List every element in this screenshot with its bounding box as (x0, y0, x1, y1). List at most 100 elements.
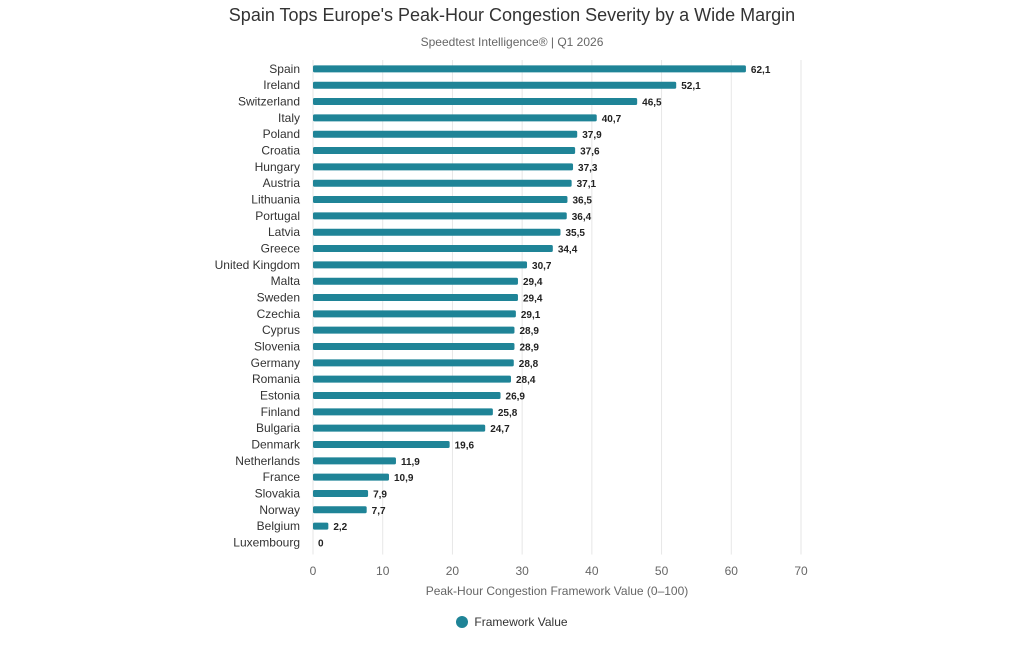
bar (313, 114, 597, 122)
category-label: Denmark (251, 437, 301, 451)
legend: Framework Value (0, 615, 1024, 629)
value-label: 29,4 (523, 277, 543, 288)
value-label: 37,1 (577, 179, 597, 190)
x-tick-label: 60 (725, 564, 739, 578)
value-label: 40,7 (602, 114, 622, 125)
category-label: Spain (269, 62, 300, 76)
x-tick-label: 50 (655, 564, 669, 578)
value-label: 34,4 (558, 245, 578, 256)
value-label: 28,9 (519, 326, 539, 337)
bar (313, 65, 746, 73)
category-label: France (263, 470, 301, 484)
bar (313, 179, 572, 187)
bar (313, 473, 389, 481)
bar (313, 277, 518, 285)
value-label: 7,9 (373, 489, 387, 500)
value-label: 36,4 (572, 212, 592, 223)
category-label: Bulgaria (256, 421, 300, 435)
bar (313, 408, 493, 416)
category-label: Latvia (268, 225, 300, 239)
category-label: Croatia (261, 144, 300, 158)
category-label: Czechia (257, 307, 301, 321)
category-label: Finland (261, 405, 300, 419)
x-axis-ticks: 0 10 20 30 40 50 60 70 (310, 564, 808, 578)
bar (313, 326, 515, 334)
bars (313, 65, 746, 530)
bar (313, 506, 367, 514)
value-label: 7,7 (372, 506, 386, 517)
category-label: Netherlands (235, 454, 300, 468)
legend-swatch (456, 616, 469, 628)
bar (313, 294, 518, 302)
value-label: 35,5 (565, 228, 585, 239)
category-label: Poland (263, 127, 300, 141)
value-label: 30,7 (532, 261, 552, 272)
bar (313, 375, 511, 383)
category-label: Greece (261, 242, 301, 256)
bar (313, 522, 329, 530)
value-label: 37,6 (580, 147, 600, 158)
category-label: Malta (271, 274, 301, 288)
value-label: 2,2 (333, 522, 347, 533)
value-label: 37,9 (582, 130, 602, 141)
bar (313, 212, 567, 220)
category-label: Estonia (260, 389, 300, 403)
category-labels: Spain Ireland Switzerland Italy Poland Croati… (215, 62, 301, 550)
category-label: Austria (263, 176, 301, 190)
x-axis-title: Peak-Hour Congestion Framework Value (0–… (426, 584, 689, 598)
bar (313, 343, 515, 351)
category-label: Ireland (263, 78, 300, 92)
category-label: Italy (278, 111, 300, 125)
x-tick-label: 40 (585, 564, 599, 578)
bar (313, 261, 528, 269)
chart-title: Spain Tops Europe's Peak-Hour Congestion… (228, 5, 796, 25)
chart-subtitle: Speedtest Intelligence® | Q1 2026 (420, 35, 604, 49)
value-label: 24,7 (490, 424, 510, 435)
bar (313, 98, 638, 106)
category-label: Belgium (257, 519, 300, 533)
value-label: 10,9 (394, 473, 414, 484)
bar (313, 359, 514, 367)
value-label: 46,5 (642, 98, 662, 109)
bar (313, 130, 578, 138)
value-label: 19,6 (455, 440, 475, 451)
value-label: 36,5 (572, 196, 592, 207)
category-label: Sweden (257, 291, 300, 305)
value-label: 29,1 (521, 310, 541, 321)
category-label: Slovakia (255, 486, 301, 500)
value-label: 37,3 (578, 163, 598, 174)
bar (313, 440, 450, 448)
category-label: Romania (252, 372, 300, 386)
value-label: 29,4 (523, 294, 543, 305)
x-tick-label: 10 (376, 564, 390, 578)
value-label: 25,8 (498, 408, 518, 419)
bar (313, 424, 486, 432)
value-label: 52,1 (681, 81, 701, 92)
category-label: Cyprus (262, 323, 300, 337)
category-label: United Kingdom (215, 258, 300, 272)
grid-lines (312, 60, 802, 555)
bar (313, 392, 501, 399)
x-tick-label: 70 (794, 564, 808, 578)
legend-label: Framework Value (474, 615, 568, 629)
x-tick-label: 20 (446, 564, 460, 578)
category-label: Luxembourg (233, 535, 300, 549)
bar (313, 147, 576, 155)
x-tick-label: 0 (310, 564, 317, 578)
category-label: Slovenia (254, 340, 300, 354)
bar (313, 457, 396, 465)
value-label: 28,4 (516, 375, 536, 386)
value-label: 62,1 (751, 65, 771, 76)
bar (313, 489, 369, 497)
category-label: Lithuania (251, 193, 300, 207)
bar (313, 163, 574, 171)
value-label: 26,9 (506, 392, 526, 403)
bar (313, 228, 561, 236)
value-label: 28,9 (519, 343, 539, 354)
category-label: Switzerland (238, 95, 300, 109)
value-label: 28,8 (519, 359, 539, 370)
category-label: Norway (259, 503, 300, 517)
value-label: 0 (318, 538, 324, 549)
category-label: Germany (251, 356, 300, 370)
